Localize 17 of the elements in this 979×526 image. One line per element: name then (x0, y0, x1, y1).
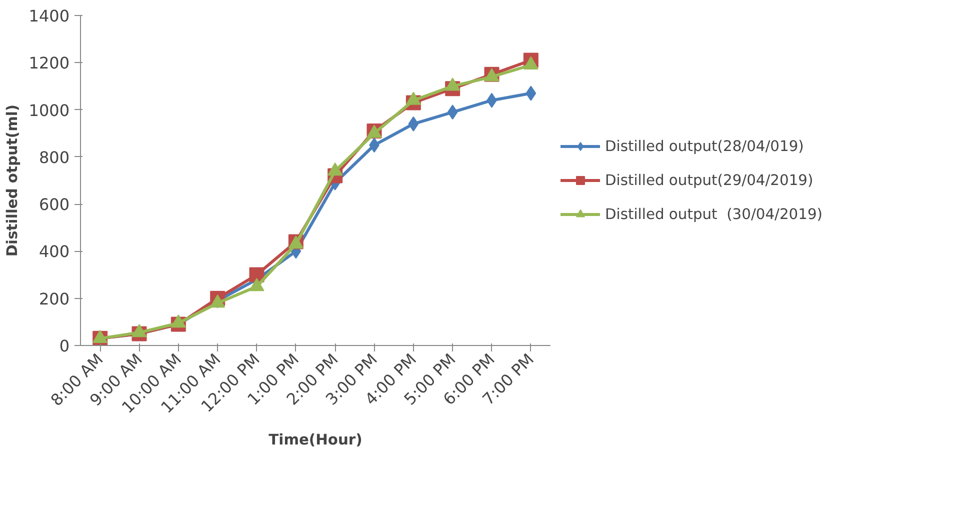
y-tick-label: 400 (38, 242, 70, 262)
y-tick-label: 200 (38, 289, 70, 308)
y-tick-label: 1000 (28, 100, 70, 120)
point (447, 104, 458, 120)
legend-label: Distilled output(28/04/019) (605, 138, 804, 154)
y-tick-label: 0 (59, 336, 70, 356)
y-tick-label: 600 (38, 195, 70, 214)
x-axis-title: Time(Hour) (268, 432, 362, 449)
y-tick-label: 800 (38, 148, 70, 167)
point (526, 86, 536, 101)
y-tick-label: 1200 (28, 54, 70, 73)
y-axis-title: Distilled otput(ml) (4, 104, 21, 257)
y-tick-label: 1400 (28, 6, 70, 26)
legend-label: Distilled output(29/04/2019) (605, 172, 814, 188)
legend-label: Distilled output (30/04/2019) (605, 206, 823, 222)
point (170, 314, 186, 328)
point (408, 116, 419, 132)
